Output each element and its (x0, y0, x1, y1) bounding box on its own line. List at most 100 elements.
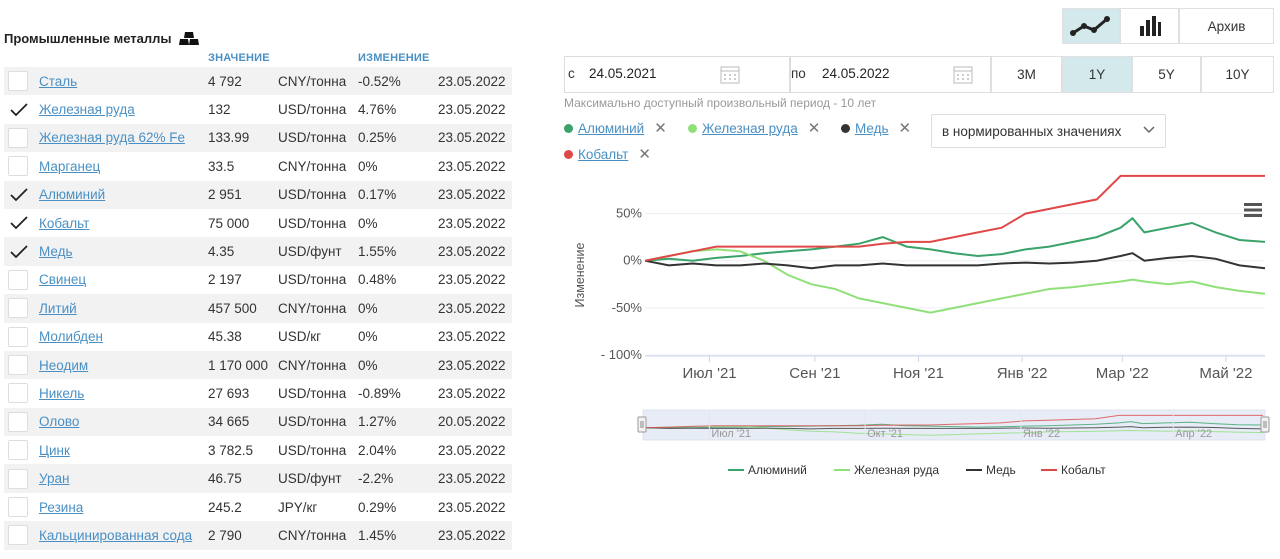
navigator-handle-left[interactable] (637, 416, 647, 433)
row-name-link[interactable]: Олово (39, 414, 80, 430)
navigator-series-2 (644, 426, 1264, 430)
table-row: Медь 4.35 USD/фунт 1.55% 23.05.2022 (4, 237, 512, 266)
row-name-link[interactable]: Молибден (39, 329, 103, 345)
row-date: 23.05.2022 (438, 442, 506, 458)
row-checkbox[interactable] (8, 440, 28, 461)
row-name-link[interactable]: Медь (39, 244, 73, 260)
series-tag-cobalt[interactable]: Кобальт ✕ (564, 145, 651, 163)
row-date: 23.05.2022 (438, 158, 506, 174)
row-name-link[interactable]: Железная руда (39, 102, 135, 118)
row-date: 23.05.2022 (438, 102, 506, 118)
date-from-field[interactable] (564, 56, 790, 93)
checkmark-icon (10, 244, 28, 258)
period-button-1y[interactable]: 1Y (1062, 56, 1132, 93)
row-unit: USD/тонна (278, 102, 347, 118)
row-name-link[interactable]: Алюминий (39, 187, 106, 203)
series-color-dot (841, 123, 850, 133)
calendar-icon[interactable] (953, 64, 973, 84)
row-value: 4.35 (208, 244, 235, 260)
row-checkbox[interactable] (8, 156, 28, 177)
row-date: 23.05.2022 (438, 130, 506, 146)
row-name-link[interactable]: Кальцинированная сода (39, 527, 193, 543)
row-checkbox[interactable] (8, 497, 28, 518)
series-color-dot (688, 123, 697, 133)
gold-bars-icon (179, 31, 200, 45)
navigator-handle-right[interactable] (1260, 416, 1270, 433)
row-date: 23.05.2022 (438, 499, 506, 515)
series-tag-iron-ore[interactable]: Железная руда ✕ (688, 119, 820, 137)
archive-button[interactable]: Архив (1179, 8, 1274, 44)
row-unit: CNY/тонна (278, 158, 347, 174)
remove-series-icon[interactable]: ✕ (638, 146, 651, 163)
navigator-series-1 (644, 425, 1264, 436)
row-value: 2 951 (208, 187, 242, 203)
row-checkbox[interactable] (8, 185, 28, 205)
row-value: 2 197 (208, 272, 242, 288)
remove-series-icon[interactable]: ✕ (807, 120, 821, 137)
table-row: Литий 457 500 CNY/тонна 0% 23.05.2022 (4, 294, 512, 323)
series-color-dot (564, 123, 573, 133)
row-checkbox[interactable] (8, 411, 28, 432)
metals-table-panel: Промышленные металлы ЗНАЧЕНИЕ ИЗМЕНЕНИЕ … (0, 0, 515, 559)
line-chart-icon (1070, 16, 1110, 36)
legend-label: Алюминий (748, 463, 807, 477)
row-checkbox[interactable] (8, 100, 28, 120)
row-name-link[interactable]: Железная руда 62% Fe (39, 130, 185, 146)
chevron-down-icon (1143, 126, 1155, 134)
remove-series-icon[interactable]: ✕ (654, 120, 667, 137)
period-button-3m[interactable]: 3M (991, 56, 1062, 93)
chart-menu-icon[interactable] (1244, 203, 1262, 217)
calendar-icon[interactable] (720, 64, 740, 84)
row-date: 20.05.2022 (438, 414, 506, 430)
table-row: Сталь 4 792 CNY/тонна -0.52% 23.05.2022 (4, 67, 512, 96)
row-name-link[interactable]: Уран (39, 471, 70, 487)
legend-item-2[interactable]: Медь (966, 463, 1016, 477)
value-mode-select[interactable]: в нормированных значениях (931, 114, 1166, 148)
remove-series-icon[interactable]: ✕ (898, 120, 912, 137)
period-button-10y[interactable]: 10Y (1201, 56, 1274, 93)
row-name-link[interactable]: Неодим (39, 357, 89, 373)
row-name-link[interactable]: Кобальт (39, 215, 90, 231)
range-navigator[interactable]: Июл '21 Окт '21 Янв '22 Апр '22 (637, 409, 1270, 441)
row-checkbox[interactable] (8, 269, 28, 290)
row-checkbox[interactable] (8, 213, 28, 233)
row-name-link[interactable]: Резина (39, 499, 84, 515)
date-from-label: с (568, 66, 575, 81)
row-name-link[interactable]: Марганец (39, 158, 101, 174)
row-unit: USD/тонна (278, 187, 347, 203)
row-checkbox[interactable] (8, 468, 28, 489)
row-unit: JPY/кг (278, 499, 318, 515)
row-date: 23.05.2022 (438, 187, 506, 203)
row-change: 0% (358, 158, 378, 174)
line-view-button[interactable] (1062, 8, 1120, 44)
date-to-value[interactable]: 24.05.2022 (822, 66, 890, 81)
row-name-link[interactable]: Никель (39, 385, 85, 401)
row-name-link[interactable]: Литий (39, 300, 77, 316)
legend-item-1[interactable]: Железная руда (834, 463, 939, 477)
row-change: -2.2% (358, 471, 394, 487)
row-checkbox[interactable] (8, 71, 28, 92)
row-name-link[interactable]: Цинк (39, 442, 70, 458)
row-value: 34 665 (208, 414, 250, 430)
legend-item-0[interactable]: Алюминий (728, 463, 807, 477)
row-date: 23.05.2022 (438, 329, 506, 345)
date-from-value[interactable]: 24.05.2021 (589, 66, 657, 81)
row-checkbox[interactable] (8, 298, 28, 319)
row-change: -0.89% (358, 385, 401, 401)
row-checkbox[interactable] (8, 242, 28, 262)
row-checkbox[interactable] (8, 355, 28, 376)
bar-view-button[interactable] (1120, 8, 1179, 44)
row-checkbox[interactable] (8, 383, 28, 404)
legend-item-3[interactable]: Кобальт (1041, 463, 1106, 477)
row-checkbox[interactable] (8, 127, 28, 148)
series-tag-copper[interactable]: Медь ✕ (841, 119, 911, 137)
row-name-link[interactable]: Сталь (39, 73, 78, 89)
series-tag-aluminium[interactable]: Алюминий ✕ (564, 119, 667, 137)
row-checkbox[interactable] (8, 525, 28, 546)
row-unit: CNY/тонна (278, 527, 347, 543)
period-button-5y[interactable]: 5Y (1132, 56, 1201, 93)
row-name-link[interactable]: Свинец (39, 272, 87, 288)
row-checkbox[interactable] (8, 326, 28, 347)
row-unit: USD/тонна (278, 215, 347, 231)
row-value: 1 170 000 (208, 357, 269, 373)
